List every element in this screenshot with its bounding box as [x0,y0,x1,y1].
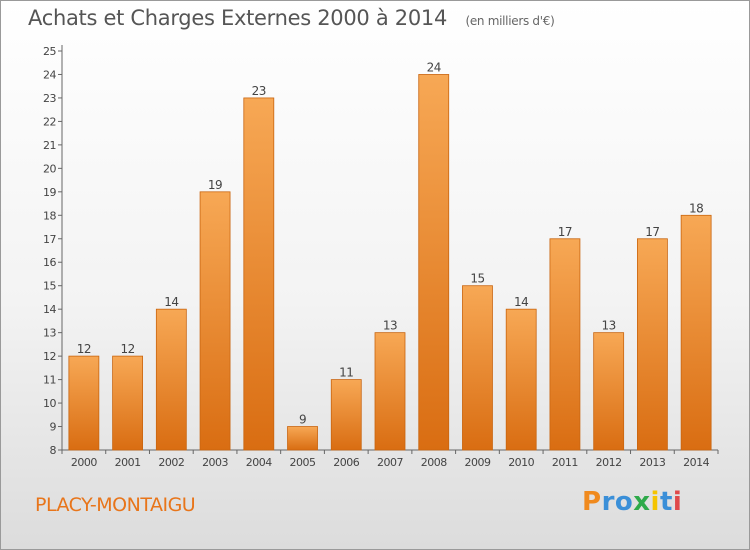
x-tick-label: 2014 [683,456,709,469]
y-tick-label: 22 [43,115,56,128]
y-tick-label: 13 [43,327,56,340]
y-tick-label: 16 [43,256,56,269]
y-tick-label: 19 [43,186,56,199]
data-label: 23 [252,84,266,98]
y-tick-label: 14 [43,303,56,316]
bar [155,308,187,451]
x-tick-label: 2010 [508,456,534,469]
data-label: 24 [427,60,441,74]
bar [680,214,712,451]
data-label: 14 [514,295,528,309]
logo-letter: o [614,487,634,517]
bar [199,191,231,451]
data-label: 13 [383,319,397,333]
data-label: 12 [77,342,91,356]
x-tick-label: 2001 [115,456,141,469]
bar [112,355,143,451]
y-tick-label: 23 [43,92,56,105]
bar [418,74,450,451]
x-tick-label: 2012 [596,456,622,469]
y-tick-label: 8 [50,444,57,457]
chart-title: Achats et Charges Externes 2000 à 2014 (… [28,6,555,30]
data-label: 19 [208,178,222,192]
data-label: 14 [164,295,178,309]
data-label: 13 [602,319,616,333]
bar [68,355,100,451]
x-tick-label: 2004 [246,456,272,469]
proxiti-logo: Proxiti [582,487,682,517]
chart-title-text: Achats et Charges Externes 2000 à 2014 [28,6,448,30]
x-tick-label: 2011 [552,456,578,469]
logo-letter: t [659,487,673,517]
bar [287,426,318,451]
data-label: 17 [645,225,659,239]
bar [593,332,625,451]
data-label: 11 [339,366,353,380]
data-label: 15 [470,272,484,286]
y-tick-label: 9 [50,421,57,434]
y-tick-label: 25 [43,45,56,58]
bar [243,97,275,451]
logo-letter: i [650,487,660,517]
bar [505,308,537,451]
logo-letter: r [601,487,615,517]
logo-letter: x [633,487,651,517]
x-tick-label: 2000 [71,456,97,469]
y-tick-label: 11 [43,374,56,387]
x-tick-label: 2008 [421,456,447,469]
bar [549,238,581,451]
x-tick-label: 2007 [377,456,403,469]
data-label: 18 [689,201,703,215]
x-tick-label: 2013 [639,456,665,469]
y-tick-label: 15 [43,280,56,293]
y-tick-label: 17 [43,233,56,246]
data-label: 9 [299,413,306,427]
chart-unit: (en milliers d'€) [465,14,555,28]
bar [330,379,362,451]
data-label: 12 [120,342,134,356]
x-tick-label: 2006 [333,456,359,469]
bar [637,238,668,451]
commune-name: PLACY-MONTAIGU [35,494,196,516]
y-tick-label: 18 [43,209,56,222]
logo-letter: P [582,487,602,517]
value-labels: 12 12 14 19 23 9 11 13 24 15 14 17 13 17 18 [77,60,704,426]
y-tick-label: 10 [43,397,56,410]
bar [374,332,406,451]
logo-letter: i [672,487,683,517]
x-tick-label: 2002 [158,456,184,469]
bars [68,74,712,451]
y-tick-label: 21 [43,139,56,152]
x-tick-label: 2005 [290,456,316,469]
y-tick-label: 12 [43,350,56,363]
bar [462,285,493,451]
data-label: 17 [558,225,572,239]
x-tick-label: 2009 [464,456,490,469]
y-tick-label: 24 [43,68,56,81]
y-tick-label: 20 [43,162,56,175]
x-tick-label: 2003 [202,456,228,469]
